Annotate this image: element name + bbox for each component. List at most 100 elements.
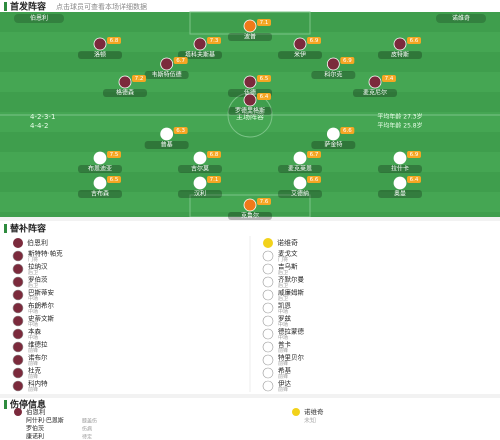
sub-avatar[interactable] bbox=[262, 341, 274, 353]
sub-avatar[interactable] bbox=[12, 380, 24, 392]
sub-avatar[interactable] bbox=[12, 289, 24, 301]
sub-avatar[interactable] bbox=[12, 276, 24, 288]
home-team-name: 诺维奇 bbox=[452, 14, 470, 22]
player-shirt[interactable] bbox=[243, 198, 257, 212]
player-name-bg bbox=[178, 165, 222, 173]
player-name-bg bbox=[144, 141, 189, 149]
player-name: 奥曼 bbox=[394, 190, 406, 198]
subs-accent bbox=[4, 224, 7, 233]
rating-badge bbox=[257, 75, 271, 82]
player-shirt[interactable] bbox=[160, 57, 174, 71]
injury-name: 康诺利 bbox=[26, 433, 44, 440]
player-name-bg bbox=[353, 89, 397, 97]
rating-badge bbox=[257, 19, 271, 26]
player-shirt[interactable] bbox=[393, 151, 407, 165]
player-shirt[interactable] bbox=[393, 37, 407, 51]
player-name: 科尔克 bbox=[324, 71, 342, 79]
player-rating: 6.3 bbox=[176, 128, 185, 134]
divider bbox=[0, 217, 500, 221]
sub-avatar[interactable] bbox=[12, 315, 24, 327]
player-rating: 6.9 bbox=[410, 152, 419, 158]
sub-avatar[interactable] bbox=[262, 315, 274, 327]
team-tag bbox=[14, 14, 64, 23]
sub-name: 罗伯茨 bbox=[28, 275, 48, 284]
rating-badge bbox=[340, 127, 355, 134]
sub-avatar[interactable] bbox=[12, 341, 24, 353]
player-shirt[interactable] bbox=[293, 176, 307, 190]
player-shirt[interactable] bbox=[368, 75, 382, 89]
injuries-accent bbox=[4, 400, 7, 409]
player-name: 罗德里格斯 bbox=[235, 107, 265, 115]
player-shirt[interactable] bbox=[93, 37, 107, 51]
stats-right: 平均年龄 25.8岁 bbox=[377, 122, 422, 130]
player-shirt[interactable] bbox=[193, 151, 207, 165]
rating-badge bbox=[107, 176, 121, 183]
injury-name: 未知 bbox=[304, 417, 316, 425]
sub-avatar[interactable] bbox=[12, 328, 24, 340]
sub-position: 后卫 bbox=[278, 282, 288, 289]
player-shirt[interactable] bbox=[93, 151, 107, 165]
sub-avatar[interactable] bbox=[262, 276, 274, 288]
sub-name: 杜克 bbox=[28, 366, 42, 375]
player-name-bg bbox=[178, 190, 222, 198]
player-name: 麦克尼尔 bbox=[363, 89, 387, 97]
player-shirt[interactable] bbox=[193, 37, 207, 51]
team-tag bbox=[436, 14, 486, 23]
subtitle: 点击球员可查看本场详细数据 bbox=[56, 2, 147, 11]
player-rating: 6.5 bbox=[260, 76, 269, 82]
player-shirt[interactable] bbox=[293, 37, 307, 51]
sub-avatar[interactable] bbox=[12, 354, 24, 366]
player-name: 波普 bbox=[244, 33, 256, 41]
center-label: 主场阵容 bbox=[236, 112, 264, 121]
rating-badge bbox=[307, 151, 321, 158]
player-shirt[interactable] bbox=[118, 75, 132, 89]
player-name: 汉利 bbox=[194, 190, 206, 198]
sub-position: 门将 bbox=[278, 256, 288, 263]
sub-avatar[interactable] bbox=[262, 367, 274, 379]
sub-avatar[interactable] bbox=[262, 250, 274, 262]
player-name-bg bbox=[228, 212, 272, 220]
sub-position: 中场 bbox=[28, 321, 38, 328]
sub-avatar[interactable] bbox=[262, 289, 274, 301]
sub-avatar[interactable] bbox=[262, 354, 274, 366]
player-shirt[interactable] bbox=[93, 176, 107, 190]
sub-position: 前锋 bbox=[278, 386, 288, 393]
sub-avatar[interactable] bbox=[12, 250, 24, 262]
sub-avatar[interactable] bbox=[12, 367, 24, 379]
player-shirt[interactable] bbox=[243, 19, 257, 33]
player-name-bg bbox=[278, 190, 322, 198]
player-shirt[interactable] bbox=[193, 176, 207, 190]
away-formation: 4-2-3-1 bbox=[30, 113, 55, 121]
player-name: 米伊 bbox=[294, 51, 306, 59]
player-shirt[interactable] bbox=[243, 93, 257, 107]
player-rating: 7.2 bbox=[135, 76, 144, 82]
player-rating: 7.4 bbox=[385, 76, 394, 82]
sub-avatar[interactable] bbox=[262, 302, 274, 314]
player-rating: 7.3 bbox=[210, 38, 219, 44]
sub-avatar[interactable] bbox=[12, 263, 24, 275]
sub-position: 中场 bbox=[28, 308, 38, 315]
injury-name: 阿什利·巴恩斯 bbox=[26, 417, 64, 425]
player-rating: 7.5 bbox=[110, 152, 119, 158]
sub-name: 普卡 bbox=[278, 340, 292, 349]
player-name-bg bbox=[78, 51, 122, 59]
player-shirt[interactable] bbox=[326, 57, 340, 71]
sub-position: 门将 bbox=[28, 256, 38, 263]
sub-avatar[interactable] bbox=[262, 263, 274, 275]
sub-avatar[interactable] bbox=[262, 328, 274, 340]
player-shirt[interactable] bbox=[393, 176, 407, 190]
rating-badge bbox=[207, 151, 221, 158]
sub-position: 前锋 bbox=[278, 347, 288, 354]
player-rating: 7.1 bbox=[260, 20, 269, 26]
sub-avatar[interactable] bbox=[262, 380, 274, 392]
player-name-bg bbox=[378, 51, 422, 59]
player-shirt[interactable] bbox=[160, 127, 174, 141]
rating-badge bbox=[207, 37, 221, 44]
player-shirt[interactable] bbox=[243, 75, 257, 89]
sub-avatar[interactable] bbox=[12, 302, 24, 314]
player-rating: 6.7 bbox=[176, 58, 185, 64]
rating-badge bbox=[407, 176, 421, 183]
player-shirt[interactable] bbox=[293, 151, 307, 165]
player-name-bg bbox=[278, 165, 322, 173]
player-shirt[interactable] bbox=[326, 127, 340, 141]
